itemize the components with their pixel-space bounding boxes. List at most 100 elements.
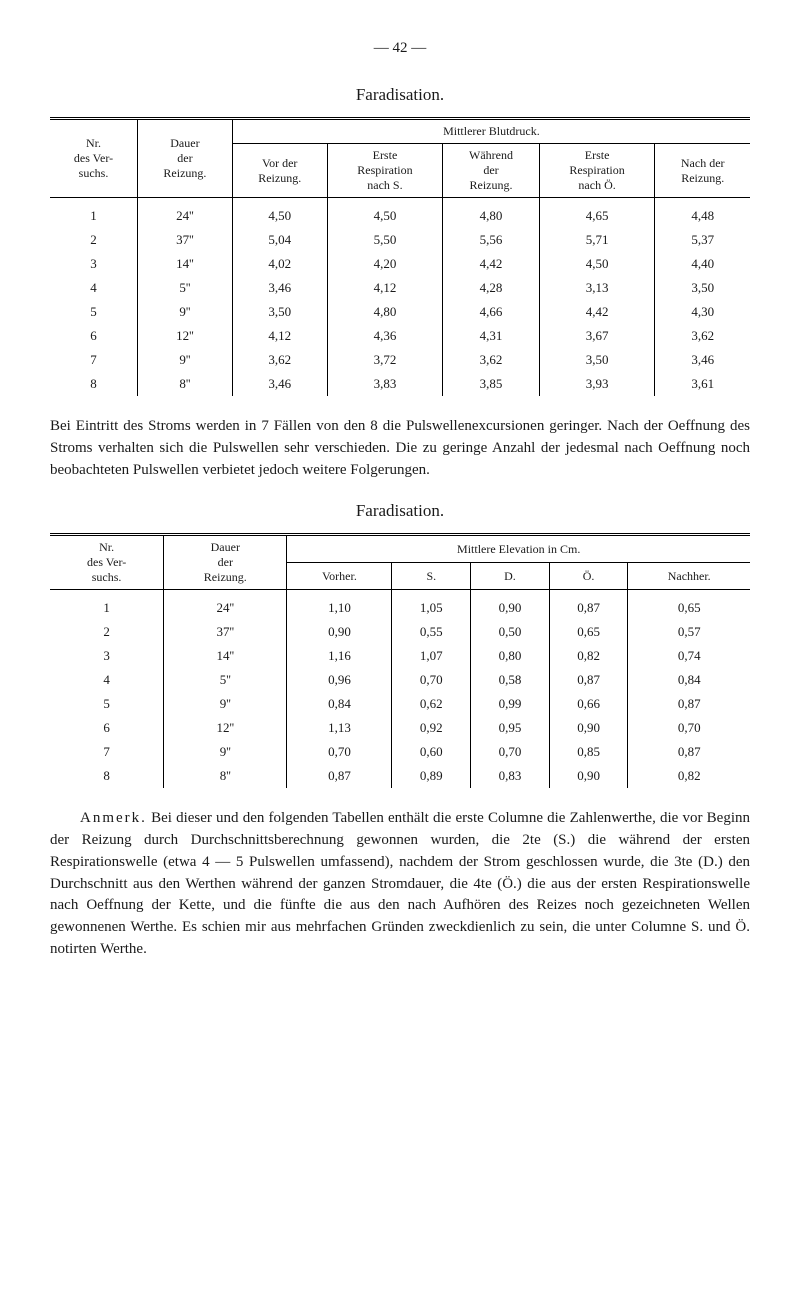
table-row: 79''0,700,600,700,850,87 [50, 740, 750, 764]
table-row: 59''3,504,804,664,424,30 [50, 300, 750, 324]
t2-h-s: S. [392, 563, 471, 590]
table-cell: 3,83 [327, 372, 443, 396]
table-cell: 4 [50, 276, 138, 300]
t1-h-group: Mittlerer Blutdruck. [232, 119, 750, 144]
table-cell: 0,87 [287, 764, 392, 788]
table-cell: 6 [50, 716, 164, 740]
table-cell: 3,50 [232, 300, 327, 324]
table-cell: 6 [50, 324, 138, 348]
t1-h-nr: Nr. des Ver- suchs. [50, 119, 138, 198]
table-cell: 0,92 [392, 716, 471, 740]
table-cell: 12'' [138, 324, 233, 348]
table-row: 237''0,900,550,500,650,57 [50, 620, 750, 644]
table-cell: 0,89 [392, 764, 471, 788]
table-cell: 7 [50, 740, 164, 764]
table-cell: 24'' [138, 198, 233, 229]
table-cell: 2 [50, 228, 138, 252]
table-cell: 4,12 [232, 324, 327, 348]
paragraph-2: Anmerk. Bei dieser und den folgenden Tab… [50, 808, 750, 960]
t1-h-dauer: Dauer der Reizung. [138, 119, 233, 198]
table-cell: 0,82 [628, 764, 750, 788]
table-row: 612''1,130,920,950,900,70 [50, 716, 750, 740]
t1-h-erste1: Erste Respiration nach S. [327, 144, 443, 198]
table-cell: 5,71 [539, 228, 655, 252]
table-cell: 0,66 [549, 692, 628, 716]
table-cell: 1 [50, 590, 164, 621]
table-cell: 0,70 [628, 716, 750, 740]
table-cell: 0,74 [628, 644, 750, 668]
table-cell: 4,12 [327, 276, 443, 300]
t2-h-nachher: Nachher. [628, 563, 750, 590]
table-cell: 1,13 [287, 716, 392, 740]
t2-h-vorher: Vorher. [287, 563, 392, 590]
table-cell: 8 [50, 372, 138, 396]
table-cell: 3 [50, 644, 164, 668]
table-cell: 9'' [164, 740, 287, 764]
table-cell: 5,37 [655, 228, 750, 252]
table-row: 314''1,161,070,800,820,74 [50, 644, 750, 668]
table-cell: 5,50 [327, 228, 443, 252]
table-cell: 4,80 [327, 300, 443, 324]
table-cell: 3,72 [327, 348, 443, 372]
table-row: 45''3,464,124,283,133,50 [50, 276, 750, 300]
anmerk-label: Anmerk. [80, 810, 147, 826]
table-cell: 3,67 [539, 324, 655, 348]
table-cell: 0,87 [628, 692, 750, 716]
table-cell: 0,87 [549, 590, 628, 621]
table-cell: 4,48 [655, 198, 750, 229]
table-cell: 12'' [164, 716, 287, 740]
paragraph-1: Bei Eintritt des Stroms werden in 7 Fäll… [50, 416, 750, 481]
table-cell: 24'' [164, 590, 287, 621]
table-cell: 4 [50, 668, 164, 692]
table2-title: Faradisation. [50, 501, 750, 521]
table-cell: 1,16 [287, 644, 392, 668]
table-cell: 3,46 [232, 276, 327, 300]
table-cell: 4,42 [443, 252, 539, 276]
table-cell: 4,66 [443, 300, 539, 324]
para2-text: Bei dieser und den folgenden Tabellen en… [50, 810, 750, 957]
table-cell: 4,50 [327, 198, 443, 229]
table-cell: 0,65 [628, 590, 750, 621]
table-cell: 4,20 [327, 252, 443, 276]
table-cell: 5,04 [232, 228, 327, 252]
table-cell: 5'' [164, 668, 287, 692]
table-cell: 1 [50, 198, 138, 229]
t2-h-o: Ö. [549, 563, 628, 590]
table-cell: 0,99 [471, 692, 550, 716]
table-cell: 9'' [138, 348, 233, 372]
t2-h-dauer: Dauer der Reizung. [164, 535, 287, 590]
table-cell: 0,87 [628, 740, 750, 764]
table-row: 612''4,124,364,313,673,62 [50, 324, 750, 348]
table-cell: 0,58 [471, 668, 550, 692]
table-cell: 14'' [164, 644, 287, 668]
table-cell: 0,96 [287, 668, 392, 692]
table-cell: 9'' [164, 692, 287, 716]
table-cell: 7 [50, 348, 138, 372]
table-cell: 0,90 [287, 620, 392, 644]
table-cell: 0,95 [471, 716, 550, 740]
t1-h-erste2: Erste Respiration nach Ö. [539, 144, 655, 198]
table-row: 88''3,463,833,853,933,61 [50, 372, 750, 396]
table-row: 237''5,045,505,565,715,37 [50, 228, 750, 252]
table-cell: 0,65 [549, 620, 628, 644]
table-cell: 0,60 [392, 740, 471, 764]
table-cell: 9'' [138, 300, 233, 324]
table-row: 45''0,960,700,580,870,84 [50, 668, 750, 692]
table-cell: 3,85 [443, 372, 539, 396]
table-cell: 0,87 [549, 668, 628, 692]
table-cell: 5,56 [443, 228, 539, 252]
table-cell: 4,36 [327, 324, 443, 348]
table-cell: 3,50 [539, 348, 655, 372]
table-cell: 5 [50, 692, 164, 716]
table-cell: 4,80 [443, 198, 539, 229]
table1: Nr. des Ver- suchs. Dauer der Reizung. M… [50, 117, 750, 396]
table-cell: 3,62 [232, 348, 327, 372]
table2: Nr. des Ver- suchs. Dauer der Reizung. M… [50, 533, 750, 788]
t1-h-vor: Vor der Reizung. [232, 144, 327, 198]
table-cell: 0,50 [471, 620, 550, 644]
table-cell: 0,90 [549, 716, 628, 740]
table-cell: 37'' [138, 228, 233, 252]
table-cell: 4,02 [232, 252, 327, 276]
table-cell: 4,50 [232, 198, 327, 229]
table-row: 314''4,024,204,424,504,40 [50, 252, 750, 276]
